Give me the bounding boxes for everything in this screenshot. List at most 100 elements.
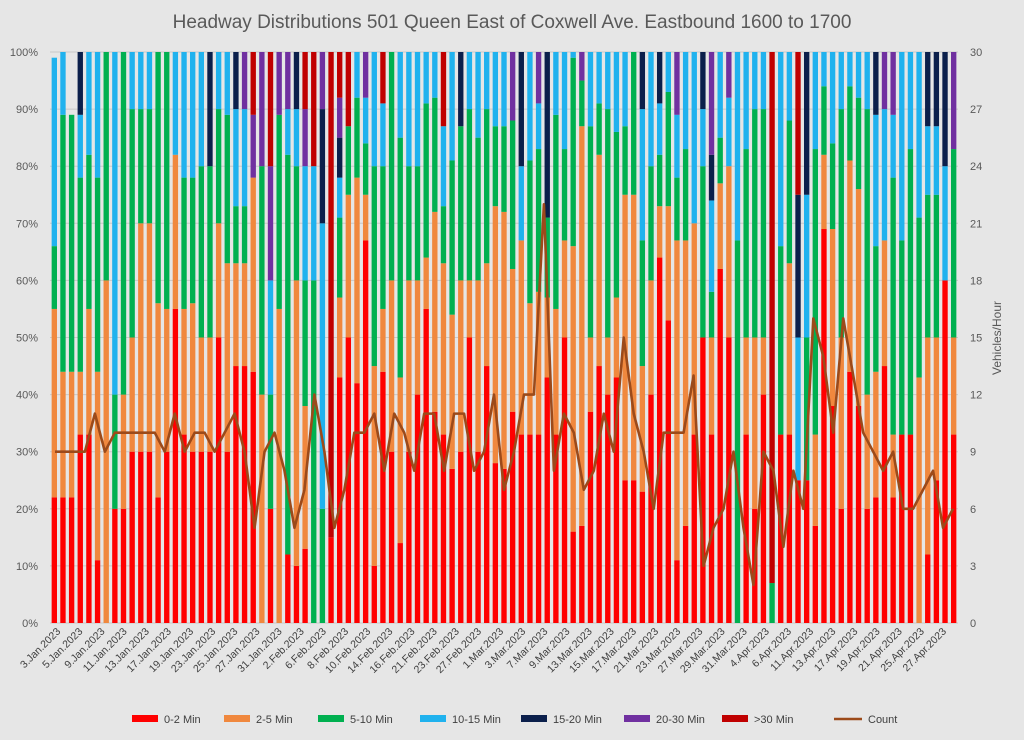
bar-segment: [68, 371, 75, 498]
bar-segment: [224, 263, 230, 452]
bar-segment: [812, 52, 818, 150]
bar-segment: [112, 508, 118, 623]
y2-tick-label: 12: [970, 390, 982, 402]
y-tick-label: 20%: [16, 504, 38, 516]
bar-segment: [890, 114, 896, 178]
bar-segment: [708, 337, 715, 435]
bar-segment: [665, 91, 671, 207]
bar-segment: [241, 52, 248, 110]
bar-segment: [829, 143, 836, 230]
bar-segment: [501, 468, 507, 623]
bar-segment: [899, 240, 905, 435]
bar-segment: [553, 52, 559, 115]
y2-axis-ticks: 0 3 6 9 12 15 18 21 24 27 30: [970, 47, 982, 630]
bar-segment: [587, 337, 594, 412]
bar-segment: [622, 194, 628, 481]
y-tick-label: 60%: [16, 275, 38, 287]
bar-segment: [94, 177, 101, 372]
bar-segment: [146, 451, 153, 623]
bar-segment: [665, 52, 671, 92]
bar-segment: [267, 508, 274, 623]
bar-segment: [380, 52, 386, 104]
bar-segment: [769, 52, 775, 584]
bar-segment: [708, 154, 715, 201]
count-line: [54, 202, 955, 587]
bar-segment: [855, 189, 862, 407]
bar-segment: [414, 52, 421, 167]
bar-segment: [518, 166, 524, 241]
bar-segment: [388, 280, 395, 452]
bar-segment: [406, 52, 412, 167]
bar-segment: [337, 52, 343, 98]
bar-segment: [855, 97, 862, 190]
y-tick-label: 80%: [16, 161, 38, 173]
bar-segment: [138, 451, 144, 623]
bar-segment: [458, 126, 464, 281]
bar-segment: [380, 308, 386, 372]
legend-swatch: [318, 715, 344, 722]
bar-segment: [570, 57, 576, 247]
bar-segment: [215, 109, 222, 224]
bar-segment: [899, 52, 905, 241]
bar-segment: [951, 149, 957, 338]
bar-segment: [155, 303, 161, 498]
bar-segment: [432, 411, 438, 623]
bar-segment: [345, 52, 352, 127]
bar-segment: [259, 394, 265, 623]
bar-segment: [129, 451, 135, 623]
bar-segment: [596, 154, 602, 367]
bar-segment: [717, 137, 723, 184]
legend: 0-2 Min 2-5 Min 5-10 Min 10-15 Min 15-20 Min…: [132, 714, 897, 726]
bar-segment: [579, 52, 585, 81]
bar-segment: [181, 177, 187, 309]
bar-segment: [951, 337, 957, 435]
bar-segment: [778, 52, 784, 247]
bar-segment: [414, 166, 421, 281]
bar-segment: [933, 480, 940, 623]
bar-segment: [86, 52, 92, 155]
bar-segment: [561, 240, 568, 338]
bar-segment: [933, 194, 940, 338]
bar-segment: [207, 451, 213, 623]
bar-segment: [873, 497, 879, 623]
bar-segment: [795, 52, 801, 195]
bar-segment: [293, 52, 300, 110]
bar-segment: [120, 52, 127, 395]
bar-segment: [553, 434, 559, 623]
bar-segment: [855, 52, 862, 98]
bar-segment: [786, 263, 793, 435]
bar-segment: [198, 166, 205, 338]
bar-segment: [760, 109, 767, 338]
bar-segment: [302, 52, 308, 110]
bar-segment: [631, 194, 637, 481]
legend-label: >30 Min: [754, 714, 793, 726]
bar-segment: [449, 314, 455, 469]
bar-segment: [233, 206, 239, 264]
bar-segment: [241, 263, 248, 367]
bar-segment: [406, 280, 412, 452]
bar-segment: [224, 114, 230, 264]
bar-segment: [86, 434, 92, 623]
bar-segment: [466, 109, 473, 281]
bar-segment: [639, 109, 646, 241]
legend-swatch: [521, 715, 547, 722]
bar-segment: [691, 223, 697, 435]
y2-tick-label: 6: [970, 504, 976, 516]
bar-segment: [708, 52, 715, 155]
bar-segment: [190, 451, 196, 623]
bar-segment: [829, 229, 836, 407]
bar-segment: [743, 149, 749, 338]
bar-segment: [172, 154, 179, 309]
bar-segment: [51, 57, 57, 247]
bar-segment: [674, 240, 680, 561]
bar-segment: [328, 537, 334, 623]
bar-segment: [293, 280, 300, 566]
bar-segment: [743, 52, 749, 150]
bar-segment: [656, 257, 663, 623]
y2-tick-label: 27: [970, 104, 982, 116]
bar-segment: [890, 497, 896, 623]
bar-segment: [778, 246, 784, 435]
bar-segment: [847, 86, 853, 161]
bar-segment: [86, 308, 92, 435]
bar-segment: [890, 52, 896, 115]
